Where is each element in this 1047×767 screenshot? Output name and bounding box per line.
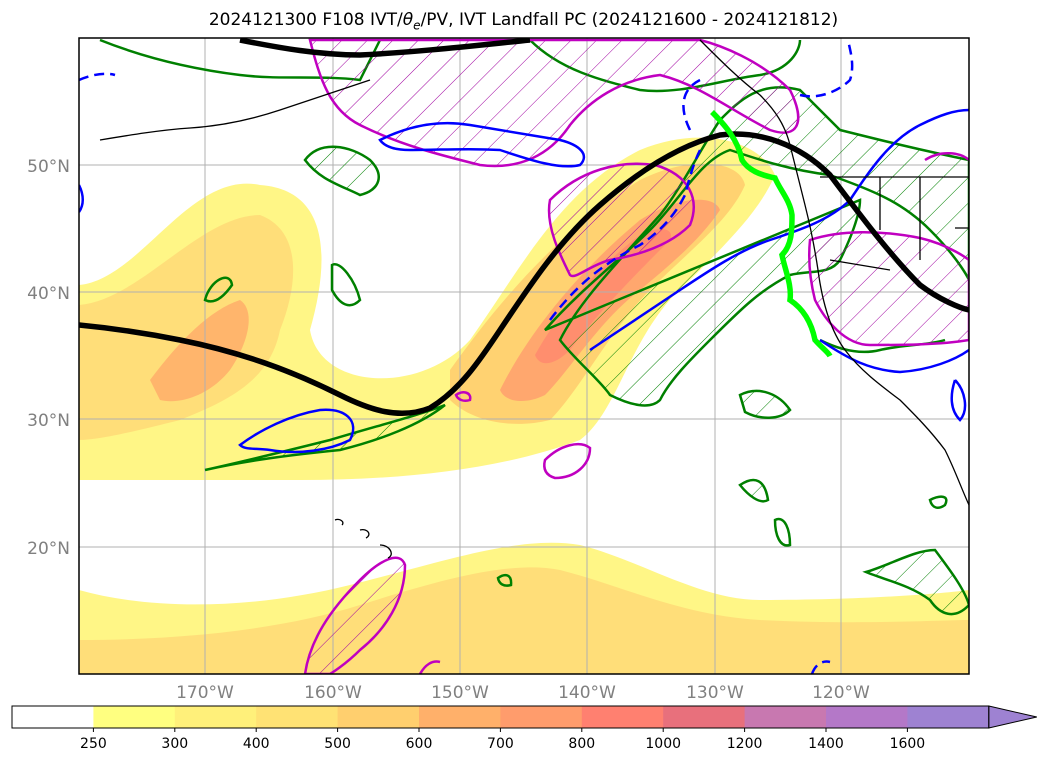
colorbar-tick-label: 700 [487, 736, 514, 752]
pv-region-south [204, 403, 446, 472]
pv-blob-5 [738, 478, 770, 503]
pv-blob-3 [330, 263, 362, 307]
magenta-blob-2 [454, 391, 472, 403]
theta-e-contours [79, 39, 969, 674]
colorbar: 250 300 400 500 600 700 800 1000 1200 1400 1600 [11, 705, 1037, 752]
ivt-band-south-mid [79, 567, 969, 674]
colorbar-segment [174, 706, 257, 728]
colorbar-tick-label: 400 [243, 736, 270, 752]
colorbar-tick-label: 300 [161, 736, 188, 752]
magenta-region-south [303, 556, 407, 674]
magenta-region-ar [547, 162, 695, 278]
pv-blob-8 [928, 495, 948, 509]
coast-alaska-islands [99, 79, 371, 141]
lon-label-160w: 160°W [304, 683, 362, 703]
theta-e-ar-solid [589, 108, 969, 352]
theta-e-east [819, 338, 969, 374]
colorbar-segment [907, 706, 990, 728]
pv-blob-2 [203, 276, 234, 303]
colorbar-tick-label: 1200 [727, 736, 763, 752]
title-theta-sub: e [413, 18, 421, 33]
colorbar-tick-label: 1000 [645, 736, 681, 752]
lon-label-120w: 120°W [812, 683, 870, 703]
lat-label-50: 50°N [27, 157, 70, 177]
magenta-blob-1 [543, 443, 592, 480]
colorbar-extend-arrow [988, 705, 1037, 729]
theta-e-ar-dashed [549, 78, 702, 321]
pv-blob-9 [496, 573, 513, 587]
coast-north-america [699, 39, 969, 506]
lon-label-170w: 170°W [176, 683, 234, 703]
colorbar-tick-label: 1600 [890, 736, 926, 752]
pv-magenta-contours [303, 38, 969, 674]
colorbar-tick-label: 1400 [808, 736, 844, 752]
map-panel [79, 38, 969, 674]
theta-e-top-dashed [79, 39, 854, 98]
map-frame [78, 37, 970, 675]
graticule [79, 38, 969, 674]
theta-e-right-edge [950, 379, 967, 422]
hawaii-islands [334, 518, 392, 559]
colorbar-segment [256, 706, 339, 728]
theta-e-north [378, 121, 586, 168]
magenta-region-north [308, 38, 800, 168]
colorbar-segment [337, 706, 420, 728]
title-theta: θ [402, 10, 414, 30]
pv-blob-1 [303, 145, 380, 197]
ivt-core-west [150, 300, 249, 402]
coastline [99, 39, 969, 559]
lat-label-30: 30°N [27, 411, 70, 431]
theta-e-south [238, 408, 355, 454]
colorbar-segment [93, 706, 176, 728]
longitude-labels: 170°W 160°W 150°W 140°W 130°W 120°W [176, 683, 870, 703]
magenta-blob-4 [418, 660, 441, 674]
map-title: 2024121300 F108 IVT/θe/PV, IVT Landfall … [0, 10, 1047, 32]
ivt-band-mid [79, 215, 294, 440]
pv-blob-7 [773, 517, 792, 547]
title-prefix: 2024121300 F108 IVT/ [208, 10, 403, 30]
lon-label-140w: 140°W [558, 683, 616, 703]
landfall-line [710, 110, 833, 358]
lat-label-40: 40°N [27, 284, 70, 304]
magenta-region-east [807, 230, 969, 347]
colorbar-segment [12, 706, 94, 728]
state-lines [829, 177, 969, 271]
colorbar-segment [744, 706, 827, 728]
colorbar-tick-label: 250 [80, 736, 107, 752]
jet-stream-line-top [239, 38, 531, 58]
colorbar-segment [500, 706, 583, 728]
theta-e-bottom [810, 660, 831, 674]
colorbar-segment [581, 706, 664, 728]
magenta-blob-3 [924, 152, 969, 162]
colorbar-segment [663, 706, 746, 728]
lon-label-150w: 150°W [431, 683, 489, 703]
title-suffix: /PV, IVT Landfall PC (2024121600 - 20241… [420, 10, 839, 30]
theta-e-left-edge [79, 184, 84, 213]
colorbar-tick-label: 800 [568, 736, 595, 752]
colorbar-segment [826, 706, 908, 728]
lat-label-20: 20°N [27, 539, 70, 559]
pv-blob-4 [738, 389, 792, 419]
lon-label-130w: 130°W [686, 683, 744, 703]
colorbar-segment [419, 706, 501, 728]
colorbar-tick-label: 500 [324, 736, 351, 752]
latitude-labels: 50°N 40°N 30°N 20°N [27, 157, 70, 559]
jet-stream-line [79, 131, 969, 417]
colorbar-tick-label: 600 [406, 736, 433, 752]
